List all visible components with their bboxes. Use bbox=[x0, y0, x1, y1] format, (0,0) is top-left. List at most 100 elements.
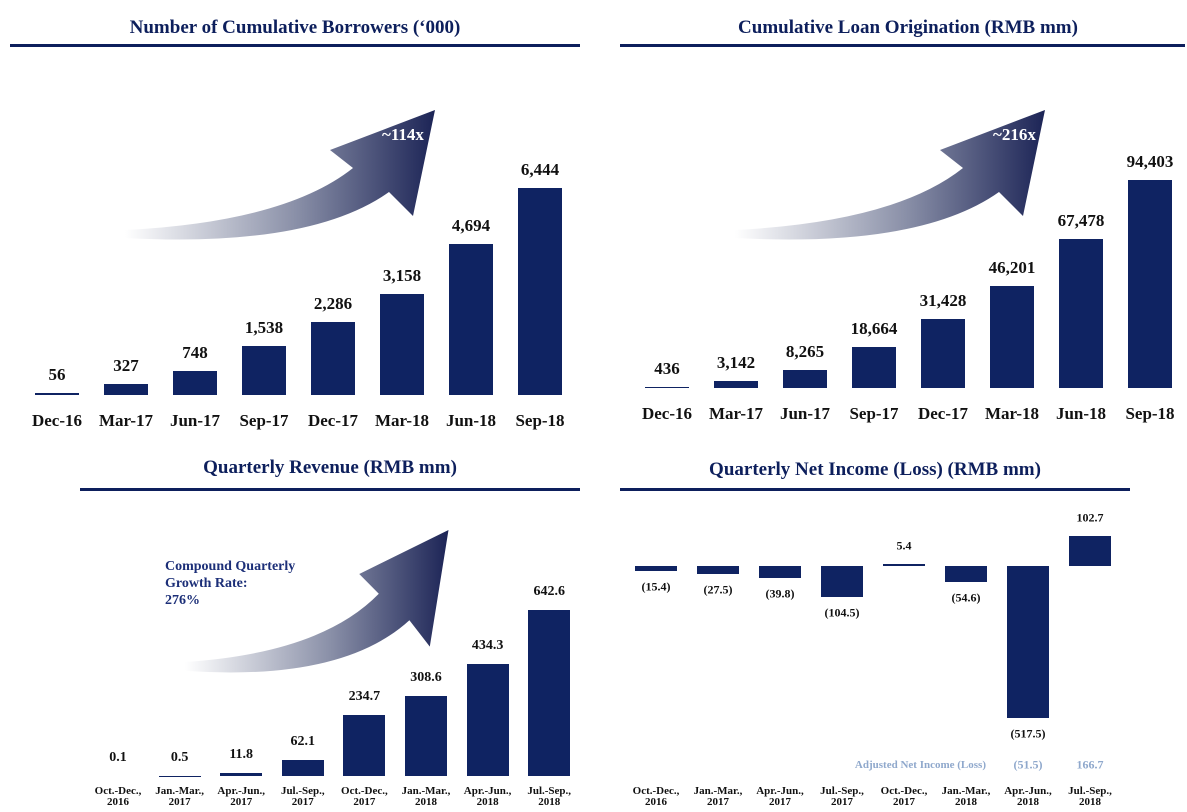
value-label: 434.3 bbox=[471, 637, 504, 653]
value-label: 3,158 bbox=[382, 265, 422, 285]
value-label: 8,265 bbox=[785, 341, 825, 361]
value-label: (104.5) bbox=[824, 605, 860, 620]
x-tick-label-line: Apr.-Jun., bbox=[1004, 785, 1052, 797]
bar bbox=[405, 696, 447, 776]
x-tick-label-line: Apr.-Jun., bbox=[756, 785, 804, 797]
value-label: 5.4 bbox=[896, 538, 912, 553]
x-tick-label-line: 2018 bbox=[1079, 796, 1101, 808]
x-tick-label-line: 2018 bbox=[1017, 796, 1039, 808]
x-tick-label: Dec-17 bbox=[307, 411, 359, 430]
x-tick-label: Sep-18 bbox=[1125, 404, 1175, 423]
bar bbox=[35, 393, 79, 395]
value-label: 1,538 bbox=[244, 317, 284, 337]
x-tick-label-line: 2017 bbox=[353, 796, 376, 808]
x-tick-label: Mar-18 bbox=[984, 404, 1040, 423]
value-label: 0.5 bbox=[170, 749, 189, 765]
x-tick-label-line: Jan.-Mar., bbox=[401, 785, 451, 797]
value-label: 642.6 bbox=[533, 584, 565, 599]
x-tick-label-line: 2018 bbox=[414, 796, 437, 808]
x-tick-label-line: 2017 bbox=[168, 796, 191, 808]
x-tick-label: Apr.-Jun., 2017 bbox=[217, 786, 265, 808]
x-tick-label-line: 2017 bbox=[769, 796, 791, 808]
title-rule bbox=[620, 488, 1130, 491]
x-tick-label: Jun-17 bbox=[779, 404, 831, 423]
x-tick-label-line: 2017 bbox=[831, 796, 853, 808]
bar bbox=[518, 188, 562, 395]
chart-title: Quarterly Revenue (RMB mm) bbox=[203, 457, 457, 478]
value-label: 46,201 bbox=[988, 258, 1036, 278]
title-rule bbox=[620, 44, 1185, 47]
value-label: (39.8) bbox=[765, 586, 795, 601]
x-tick-label-line: 2017 bbox=[230, 796, 253, 808]
x-tick-label-line: 2016 bbox=[106, 796, 129, 808]
bar bbox=[945, 566, 987, 583]
x-tick-label: Apr.-Jun., 2018 bbox=[1004, 786, 1052, 808]
x-tick-label: Dec-16 bbox=[641, 404, 693, 423]
bar bbox=[311, 321, 355, 395]
x-tick-label: Jun-18 bbox=[1055, 404, 1107, 423]
annotation: ~114x bbox=[382, 125, 424, 144]
x-tick-label: Oct.-Dec., 2017 bbox=[881, 786, 928, 808]
annotation: Growth Rate: bbox=[165, 576, 248, 591]
chart-title: Quarterly Net Income (Loss) (RMB mm) bbox=[709, 459, 1041, 480]
x-tick-label-line: 2018 bbox=[476, 796, 499, 808]
x-tick-label-line: 2016 bbox=[644, 796, 667, 808]
value-label: 102.7 bbox=[1076, 510, 1104, 525]
x-tick-label-line: Apr.-Jun., bbox=[463, 785, 512, 797]
x-tick-label: Mar-17 bbox=[708, 404, 764, 423]
x-tick-label: Jan.-Mar., 2017 bbox=[155, 786, 204, 808]
adjusted-label: Adjusted Net Income (Loss) bbox=[854, 759, 986, 771]
bar bbox=[380, 293, 424, 395]
x-tick-label-line: Oct.-Dec., bbox=[94, 785, 142, 797]
x-tick-label-line: 2017 bbox=[892, 796, 915, 808]
bar bbox=[1007, 566, 1049, 718]
value-label: 4,694 bbox=[451, 216, 491, 236]
bar bbox=[173, 370, 217, 395]
annotation: ~216x bbox=[993, 125, 1036, 144]
x-tick-label: Apr.-Jun., 2017 bbox=[756, 786, 804, 808]
value-label: (517.5) bbox=[1010, 726, 1046, 741]
x-tick-label-line: Oct.-Dec., bbox=[632, 785, 680, 797]
bar bbox=[281, 759, 324, 776]
x-tick-label: Sep-17 bbox=[239, 411, 289, 430]
title-rule bbox=[80, 488, 580, 491]
bar bbox=[645, 387, 689, 388]
bar bbox=[242, 345, 286, 395]
x-tick-label: Mar-18 bbox=[374, 411, 430, 430]
chart-title: Cumulative Loan Origination (RMB mm) bbox=[738, 17, 1078, 38]
bar bbox=[783, 369, 827, 388]
value-label: 11.8 bbox=[229, 746, 254, 762]
x-tick-label-line: 2018 bbox=[538, 796, 561, 808]
x-tick-label-line: Jan.-Mar., bbox=[941, 785, 991, 797]
bar bbox=[104, 384, 148, 395]
value-label: 6,444 bbox=[520, 160, 560, 179]
x-tick-label: Mar-17 bbox=[98, 411, 154, 430]
bar bbox=[635, 566, 677, 571]
x-tick-label: Jun-17 bbox=[169, 411, 221, 430]
bar bbox=[449, 244, 493, 395]
value-label: (27.5) bbox=[703, 582, 733, 597]
value-label: 94,403 bbox=[1126, 152, 1174, 171]
value-label: (15.4) bbox=[641, 579, 671, 594]
x-tick-label-line: 2017 bbox=[291, 796, 314, 808]
x-tick-label: Oct.-Dec., 2017 bbox=[341, 786, 388, 808]
value-label: 308.6 bbox=[410, 670, 442, 686]
value-label: 234.7 bbox=[348, 689, 381, 705]
x-tick-label-line: Jul.-Sep., bbox=[527, 785, 572, 797]
bar bbox=[921, 318, 965, 388]
x-tick-label: Jan.-Mar., 2018 bbox=[402, 786, 451, 808]
x-tick-label: Sep-18 bbox=[515, 411, 565, 430]
x-tick-label-line: Jan.-Mar., bbox=[693, 785, 743, 797]
x-tick-label: Jul.-Sep., 2017 bbox=[820, 786, 864, 808]
x-tick-label-line: 2017 bbox=[706, 796, 729, 808]
chart-title: Number of Cumulative Borrowers (‘000) bbox=[129, 17, 461, 38]
bar bbox=[466, 663, 509, 776]
x-tick-label-line: Apr.-Jun., bbox=[217, 785, 265, 797]
value-label: 67,478 bbox=[1057, 211, 1105, 231]
bar bbox=[1128, 180, 1172, 388]
value-label: 56 bbox=[48, 365, 66, 385]
x-tick-label-line: Oct.-Dec., bbox=[341, 785, 388, 797]
adjusted-value: (51.5) bbox=[1013, 757, 1043, 772]
bar bbox=[883, 564, 925, 566]
